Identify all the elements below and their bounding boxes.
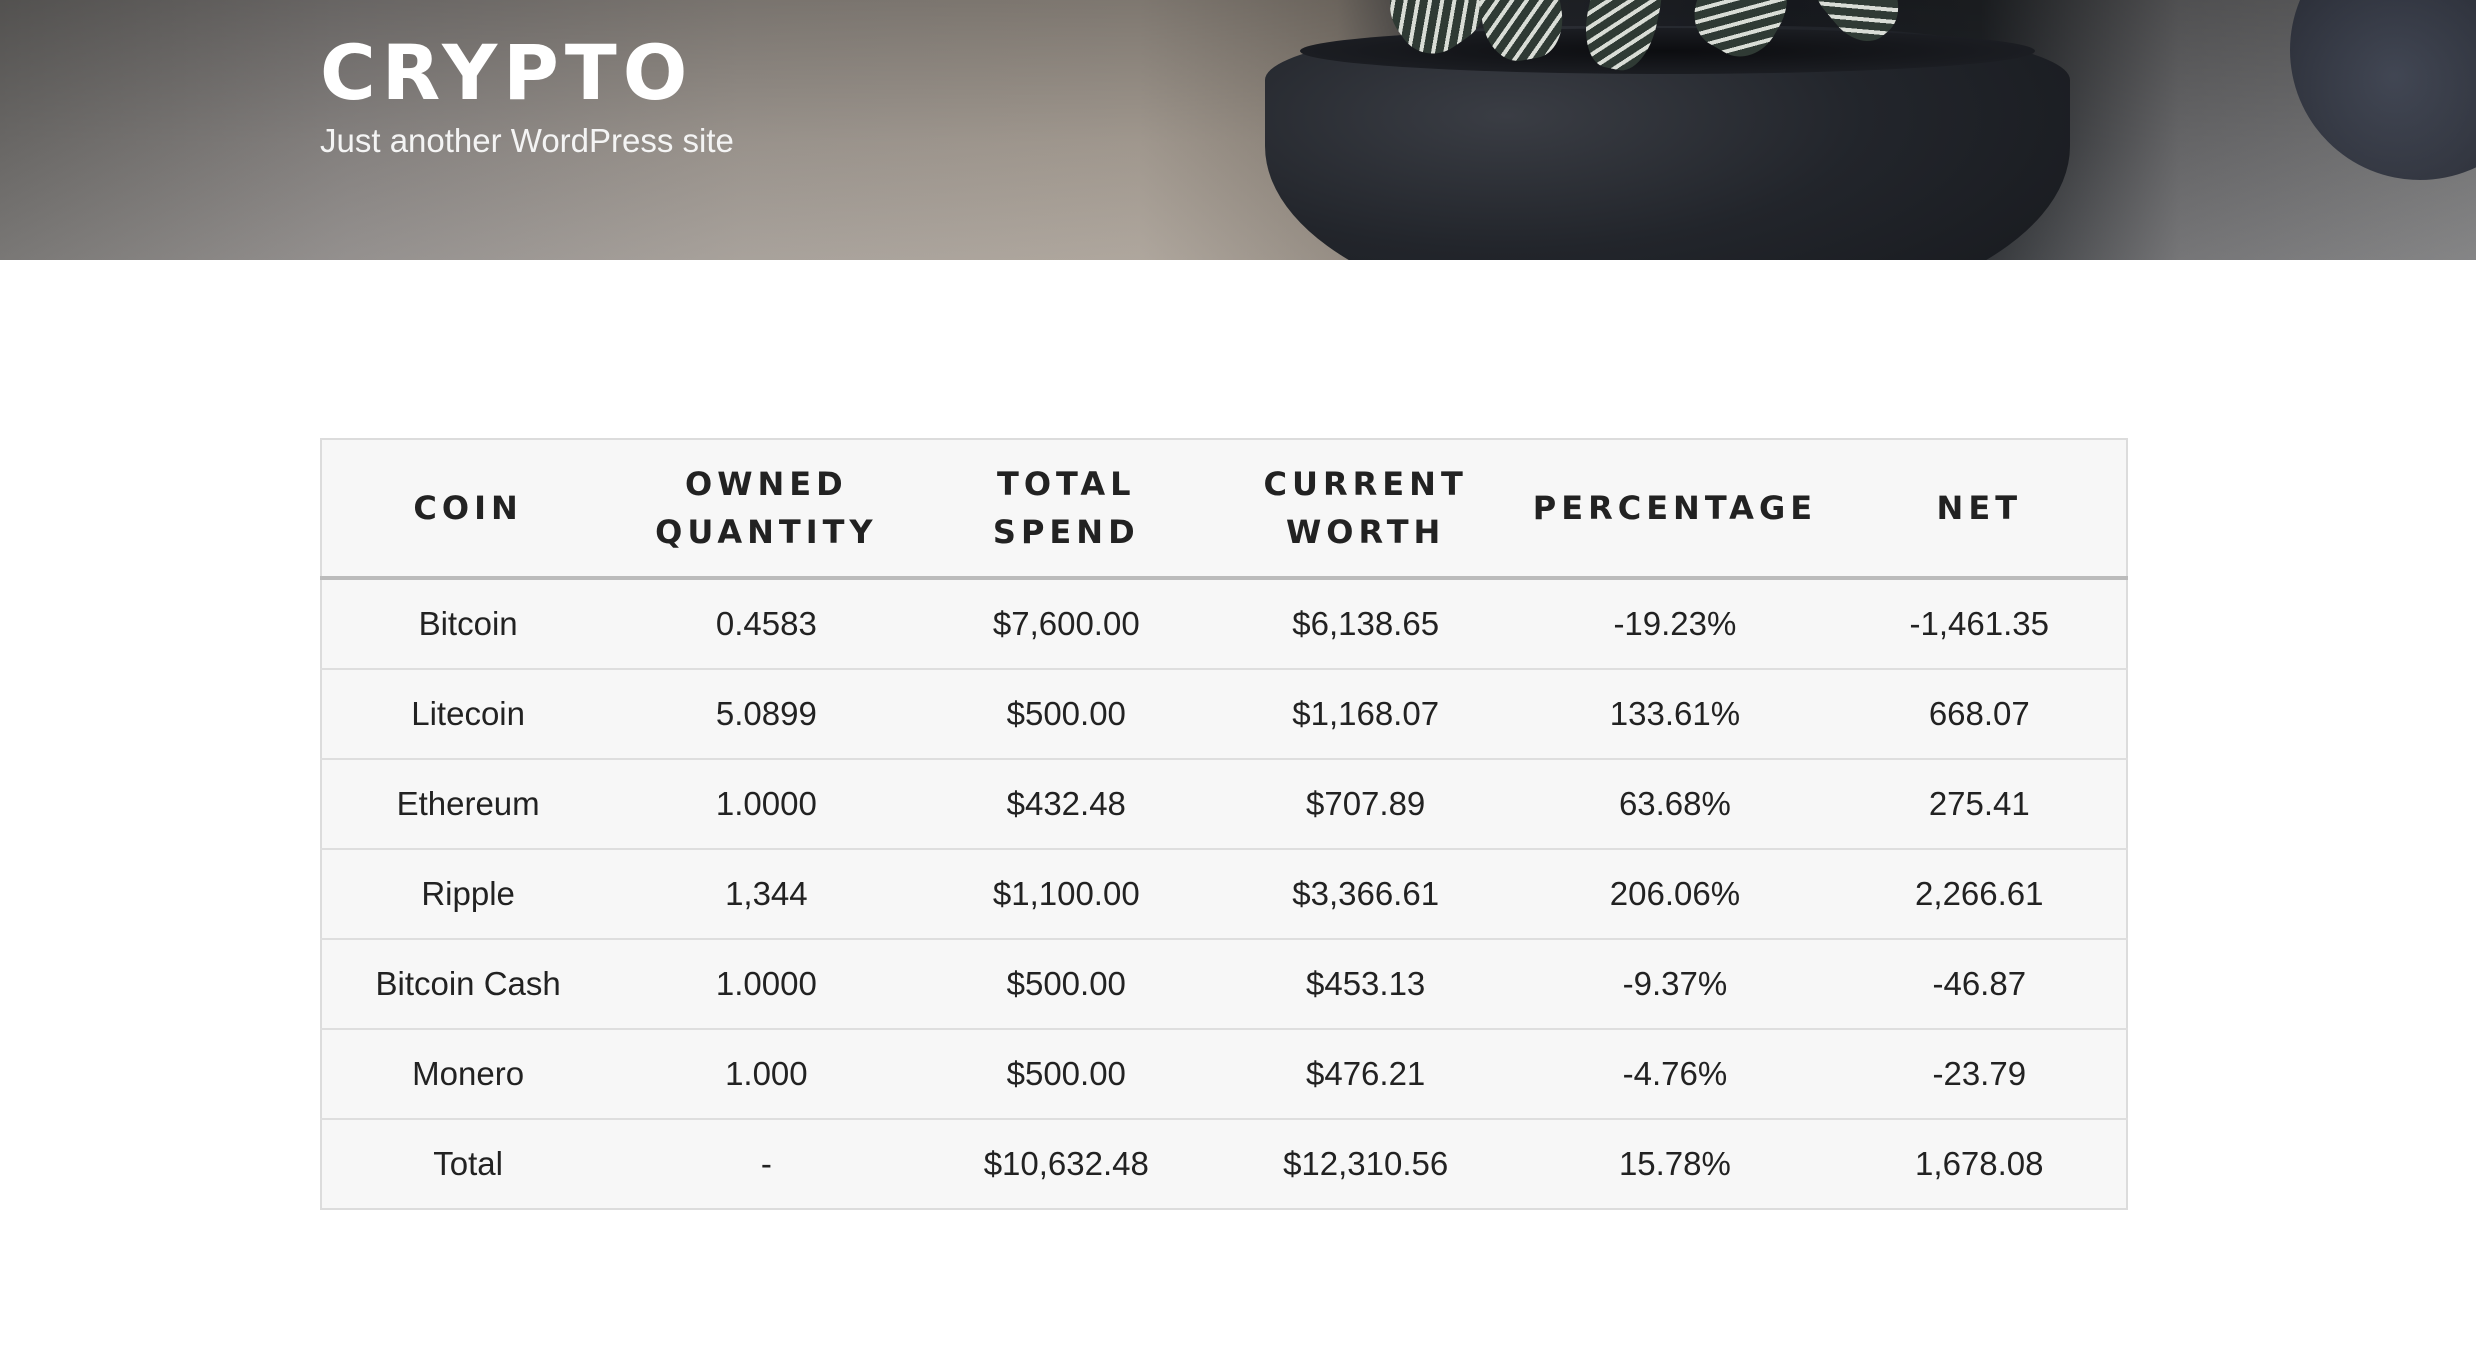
header-label: PERCENTAGE (1532, 489, 1818, 527)
header-label: QUANTITY (655, 513, 878, 551)
cell-current-worth: $3,366.61 (1214, 849, 1518, 940)
cell-total-spend: $432.48 (918, 759, 1215, 850)
cell-net: 275.41 (1832, 759, 2127, 850)
cell-percentage: -9.37% (1517, 939, 1833, 1030)
main-content: COIN OWNED QUANTITY TOTAL SPEND CURRENT … (320, 438, 2128, 1210)
cell-coin: Monero (321, 1029, 615, 1120)
header-label: CURRENT (1263, 465, 1468, 503)
cell-total-spend: $1,100.00 (918, 849, 1215, 940)
cell-coin: Ethereum (321, 759, 615, 850)
cell-net: -23.79 (1832, 1029, 2127, 1120)
header-owned-quantity: OWNED QUANTITY (614, 439, 919, 580)
table-row: Ripple 1,344 $1,100.00 $3,366.61 206.06%… (321, 849, 2127, 940)
cell-owned-quantity: 1.0000 (614, 939, 919, 1030)
cell-total-spend: $7,600.00 (918, 578, 1215, 670)
cell-percentage: -4.76% (1517, 1029, 1833, 1120)
cell-owned-quantity: 1.0000 (614, 759, 919, 850)
header-percentage: PERCENTAGE (1517, 439, 1833, 580)
cell-percentage: 133.61% (1517, 669, 1833, 760)
cell-current-worth: $1,168.07 (1214, 669, 1518, 760)
header-label: OWNED (685, 465, 848, 503)
header-label: WORTH (1286, 513, 1446, 551)
header-current-worth: CURRENT WORTH (1214, 439, 1518, 580)
cell-coin: Litecoin (321, 669, 615, 760)
cell-current-worth: $12,310.56 (1283, 1145, 1449, 1182)
cell-net: 668.07 (1832, 669, 2127, 760)
cell-percentage: 206.06% (1517, 849, 1833, 940)
cell-coin: Bitcoin Cash (321, 939, 615, 1030)
table-total-row: Total - $10,632.48 $12,310.56 15.78% 1,6… (321, 1119, 2127, 1209)
cell-percentage: -19.23% (1517, 578, 1833, 670)
cell-current-worth: $707.89 (1214, 759, 1518, 850)
cell-total-spend: $500.00 (918, 669, 1215, 760)
cell-percentage: 63.68% (1517, 759, 1833, 850)
cell-owned-quantity: 1.000 (614, 1029, 919, 1120)
cell-coin: Ripple (321, 849, 615, 940)
table-row: Monero 1.000 $500.00 $476.21 -4.76% -23.… (321, 1029, 2127, 1120)
header-label: SPEND (992, 513, 1140, 551)
table-row: Bitcoin 0.4583 $7,600.00 $6,138.65 -19.2… (321, 578, 2127, 670)
cell-total-spend: $10,632.48 (983, 1145, 1149, 1182)
table-header-row: COIN OWNED QUANTITY TOTAL SPEND CURRENT … (321, 439, 2127, 580)
header-total-spend: TOTAL SPEND (918, 439, 1215, 580)
header-label: NET (1936, 489, 2023, 527)
cell-owned-quantity: 0.4583 (614, 578, 919, 670)
table-row: Litecoin 5.0899 $500.00 $1,168.07 133.61… (321, 669, 2127, 760)
crypto-portfolio-table: COIN OWNED QUANTITY TOTAL SPEND CURRENT … (320, 438, 2128, 1210)
header-label: TOTAL (997, 465, 1136, 503)
cell-coin: Bitcoin (321, 578, 615, 670)
table-row: Bitcoin Cash 1.0000 $500.00 $453.13 -9.3… (321, 939, 2127, 1030)
header-coin: COIN (321, 439, 615, 580)
cell-current-worth: $476.21 (1214, 1029, 1518, 1120)
site-header: CRYPTO Just another WordPress site (0, 0, 2476, 260)
site-title-link[interactable]: CRYPTO (320, 28, 694, 117)
cell-net: 1,678.08 (1915, 1145, 2044, 1182)
cell-current-worth: $6,138.65 (1214, 578, 1518, 670)
cell-coin: Total (433, 1145, 503, 1182)
cell-current-worth: $453.13 (1214, 939, 1518, 1030)
cell-net: -46.87 (1832, 939, 2127, 1030)
site-description: Just another WordPress site (320, 122, 734, 159)
cell-total-spend: $500.00 (918, 939, 1215, 1030)
cell-owned-quantity: - (760, 1145, 772, 1182)
cell-total-spend: $500.00 (918, 1029, 1215, 1120)
header-net: NET (1832, 439, 2127, 580)
cell-net: 2,266.61 (1832, 849, 2127, 940)
header-background-bowl (2290, 0, 2476, 180)
cell-percentage: 15.78% (1618, 1145, 1731, 1182)
cell-owned-quantity: 1,344 (614, 849, 919, 940)
cell-net: -1,461.35 (1832, 578, 2127, 670)
cell-owned-quantity: 5.0899 (614, 669, 919, 760)
header-label: COIN (413, 489, 523, 527)
site-branding: CRYPTO Just another WordPress site (320, 28, 734, 160)
table-row: Ethereum 1.0000 $432.48 $707.89 63.68% 2… (321, 759, 2127, 850)
